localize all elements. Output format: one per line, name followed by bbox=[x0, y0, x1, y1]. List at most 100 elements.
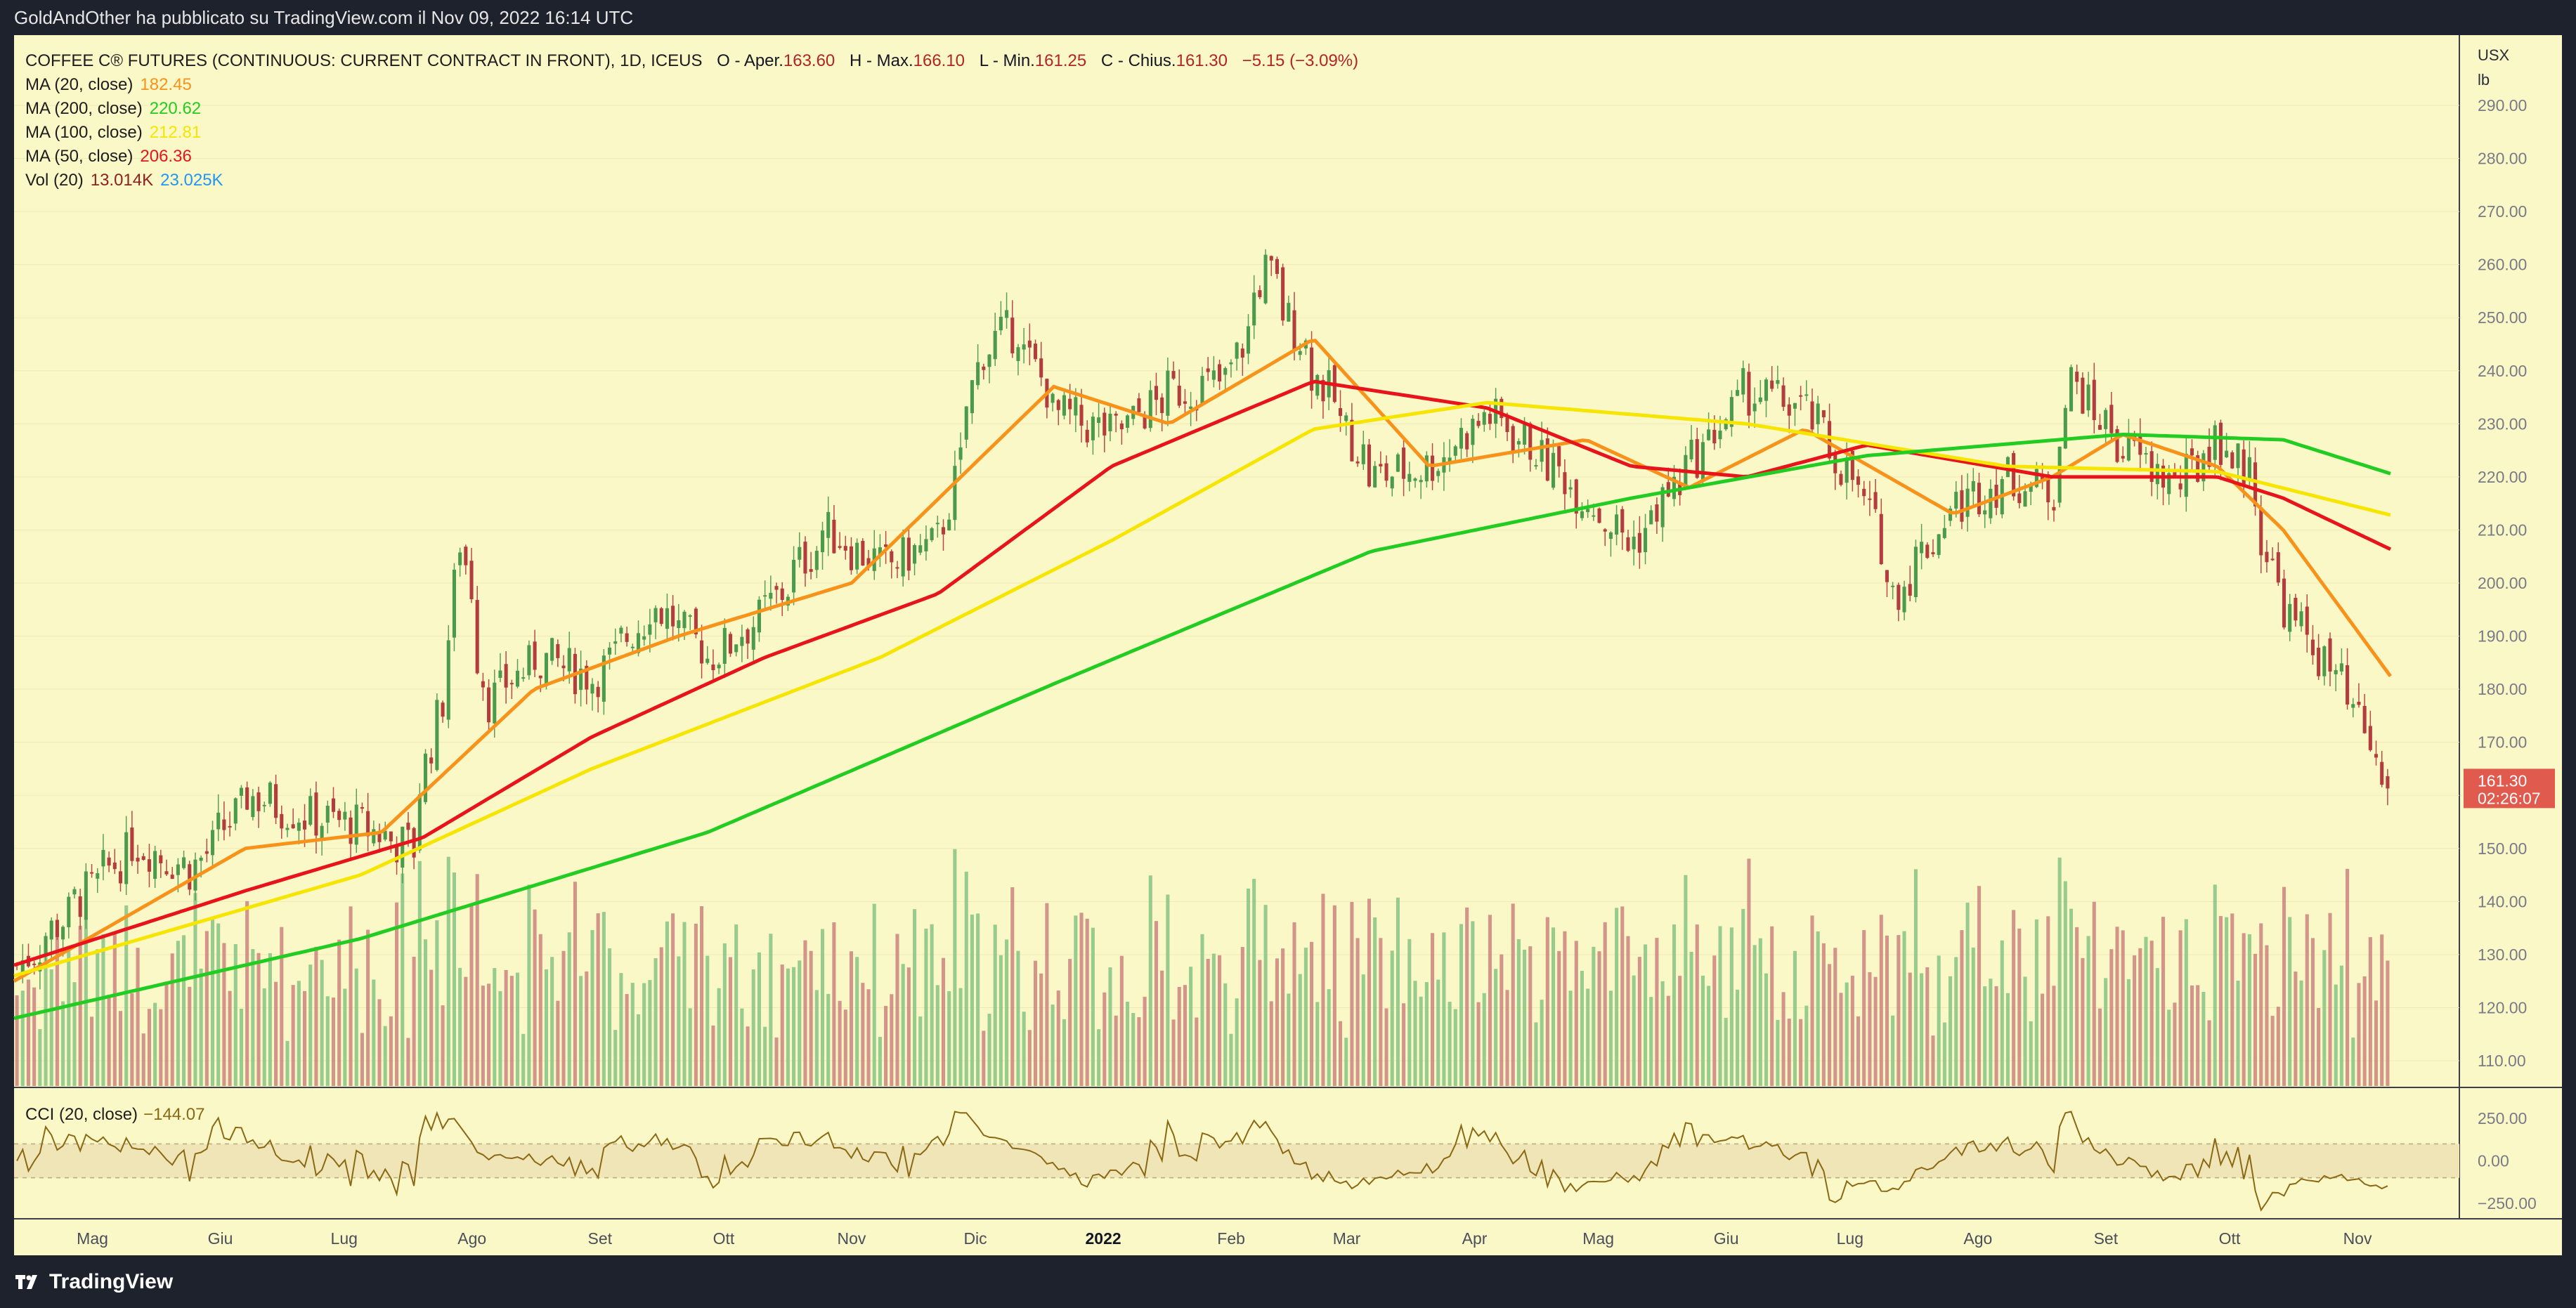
volume-bar bbox=[861, 983, 865, 1086]
volume-bar bbox=[1206, 958, 1210, 1086]
volume-bar bbox=[630, 983, 635, 1086]
tradingview-icon bbox=[15, 1275, 37, 1289]
candle-body bbox=[941, 527, 946, 535]
volume-bar bbox=[1027, 1030, 1032, 1086]
ma50-value: 206.36 bbox=[140, 147, 192, 166]
volume-bar bbox=[1119, 955, 1124, 1086]
candle-body bbox=[509, 683, 514, 685]
volume-bar bbox=[1315, 1002, 1320, 1086]
volume-bar bbox=[49, 969, 53, 1086]
candle-body bbox=[1983, 510, 1987, 515]
candle-body bbox=[1672, 476, 1677, 499]
candle-body bbox=[2075, 372, 2079, 382]
candle-body bbox=[1200, 376, 1204, 404]
volume-bar bbox=[780, 964, 784, 1086]
candle-body bbox=[1793, 403, 1797, 409]
volume-bar bbox=[1200, 934, 1204, 1086]
candle-body bbox=[1873, 492, 1878, 509]
volume-bar bbox=[746, 1026, 750, 1086]
time-axis-label: Set bbox=[2094, 1229, 2119, 1248]
candle-body bbox=[1074, 397, 1078, 416]
volume-bar bbox=[147, 1009, 151, 1086]
volume-bar bbox=[1839, 993, 1843, 1086]
candle-body bbox=[2178, 483, 2183, 490]
volume-bar bbox=[2339, 965, 2343, 1086]
candle-body bbox=[20, 960, 25, 973]
candle-body bbox=[1183, 401, 1187, 404]
candle-body bbox=[1603, 529, 1607, 532]
tradingview-logo[interactable]: TradingView bbox=[14, 1270, 173, 1294]
cci-tick-label: −250.00 bbox=[2478, 1194, 2537, 1212]
volume-bar bbox=[1678, 976, 1682, 1086]
volume-bar bbox=[1868, 972, 1872, 1086]
price-tick-label: 170.00 bbox=[2478, 733, 2527, 752]
candle-body bbox=[256, 792, 261, 811]
candle-body bbox=[1085, 429, 1089, 443]
volume-bar bbox=[1949, 976, 1953, 1086]
volume-bar bbox=[2207, 1020, 2211, 1086]
volume-bar bbox=[935, 985, 939, 1086]
volume-bar bbox=[1908, 972, 1912, 1086]
volume-bar bbox=[1500, 954, 1504, 1086]
volume-bar bbox=[176, 941, 180, 1086]
candle-body bbox=[1218, 364, 1222, 382]
candle-body bbox=[1897, 584, 1901, 610]
legend-volume[interactable]: Vol (20) 13.014K 23.025K bbox=[25, 169, 1358, 192]
legend-ma100[interactable]: MA (100, close) 212.81 bbox=[25, 121, 1358, 145]
candle-body bbox=[1764, 379, 1769, 401]
candle-body bbox=[285, 828, 290, 830]
volume-bar bbox=[947, 991, 951, 1086]
candle-body bbox=[774, 586, 779, 590]
candle-body bbox=[1275, 259, 1279, 274]
cci-legend[interactable]: CCI (20, close) −144.07 bbox=[25, 1105, 204, 1125]
candle-body bbox=[1626, 537, 1630, 551]
volume-bar bbox=[820, 929, 825, 1086]
unit-label-lb: lb bbox=[2478, 71, 2490, 89]
volume-bar bbox=[331, 998, 336, 1086]
volume-bar bbox=[1816, 931, 1820, 1086]
candle-body bbox=[498, 670, 502, 678]
candle-body bbox=[838, 546, 842, 548]
cci-line bbox=[16, 1111, 2388, 1212]
volume-bar bbox=[1994, 986, 1998, 1086]
candle-body bbox=[2380, 761, 2384, 785]
candle-body bbox=[1741, 368, 1745, 395]
volume-bar bbox=[251, 949, 255, 1086]
candle-body bbox=[320, 825, 324, 839]
volume-bar bbox=[1448, 1002, 1452, 1086]
volume-bar bbox=[786, 968, 790, 1086]
candle-body bbox=[976, 362, 980, 386]
volume-bar bbox=[481, 986, 485, 1086]
volume-bar bbox=[1781, 992, 1785, 1086]
volume-bar bbox=[1074, 915, 1078, 1086]
volume-bar bbox=[1211, 953, 1216, 1086]
volume-bar bbox=[2104, 978, 2108, 1086]
candle-body bbox=[2294, 598, 2298, 621]
candle-body bbox=[349, 817, 353, 844]
candle-body bbox=[769, 592, 773, 599]
volume-bar bbox=[204, 931, 209, 1086]
candle-body bbox=[734, 644, 739, 653]
candle-body bbox=[2242, 449, 2246, 487]
candle-body bbox=[1459, 428, 1464, 449]
candle-body bbox=[481, 681, 485, 688]
candle-body bbox=[2368, 726, 2372, 750]
volume-bar bbox=[1505, 990, 1509, 1086]
legend-ma20[interactable]: MA (20, close) 182.45 bbox=[25, 73, 1358, 97]
volume-bar bbox=[2236, 980, 2240, 1086]
legend-ma50[interactable]: MA (50, close) 206.36 bbox=[25, 145, 1358, 169]
candle-body bbox=[1367, 444, 1372, 487]
volume-bar bbox=[1488, 915, 1492, 1086]
candle-body bbox=[2155, 464, 2159, 485]
legend-ma200[interactable]: MA (200, close) 220.62 bbox=[25, 97, 1358, 121]
volume-bar bbox=[452, 872, 456, 1086]
volume-bar bbox=[890, 994, 894, 1086]
volume-bar bbox=[636, 1014, 641, 1086]
volume-bar bbox=[268, 953, 272, 1086]
candle-body bbox=[2104, 410, 2108, 429]
candle-body bbox=[515, 670, 520, 687]
candle-body bbox=[469, 561, 474, 600]
candle-body bbox=[1902, 587, 1906, 613]
volume-bar bbox=[2115, 927, 2119, 1086]
